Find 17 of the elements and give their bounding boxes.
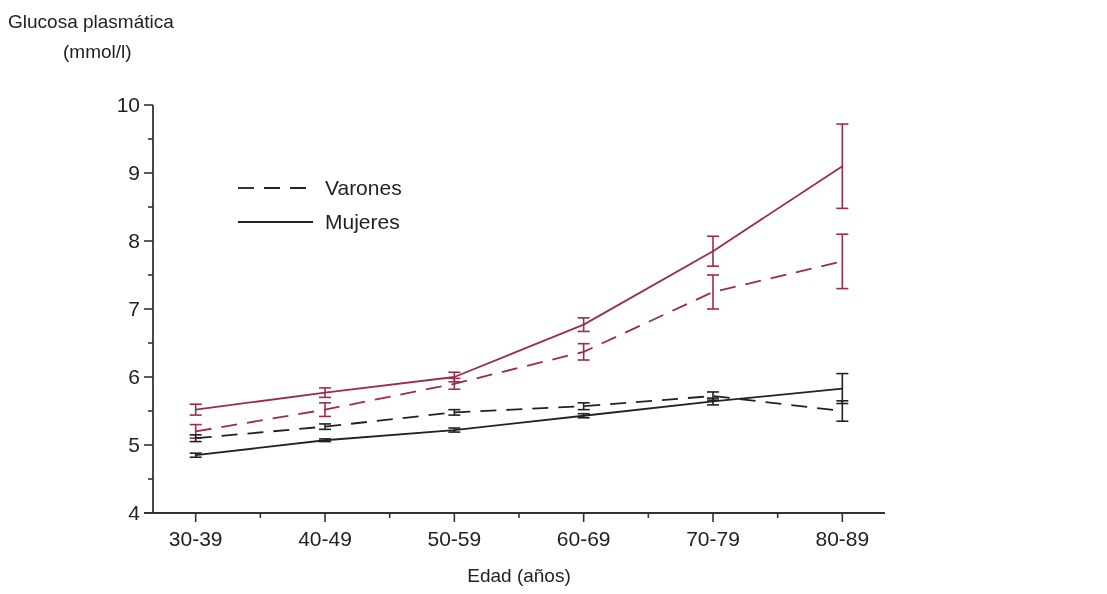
legend-label: Mujeres [325,210,400,234]
y-tick-label: 4 [128,501,141,525]
x-tick-label: 40-49 [298,527,352,550]
y-tick-label: 8 [128,229,140,253]
x-tick-label: 60-69 [556,527,611,550]
y-tick-label: 9 [128,161,140,185]
y-tick-label: 10 [116,93,140,117]
x-axis-title: Edad (años) [467,565,571,586]
y-axis-title: Glucosa plasmática (mmol/l) [8,11,175,62]
legend-label: Varones [325,176,402,200]
x-tick-label: 70-79 [686,527,740,550]
y-tick-label: 7 [128,297,140,321]
x-tick-label: 80-89 [815,527,870,550]
x-tick-label: 30-39 [168,527,223,550]
y-tick-label: 6 [128,365,140,389]
y-tick-label: 5 [128,433,140,457]
x-tick-label: 50-59 [427,527,482,550]
